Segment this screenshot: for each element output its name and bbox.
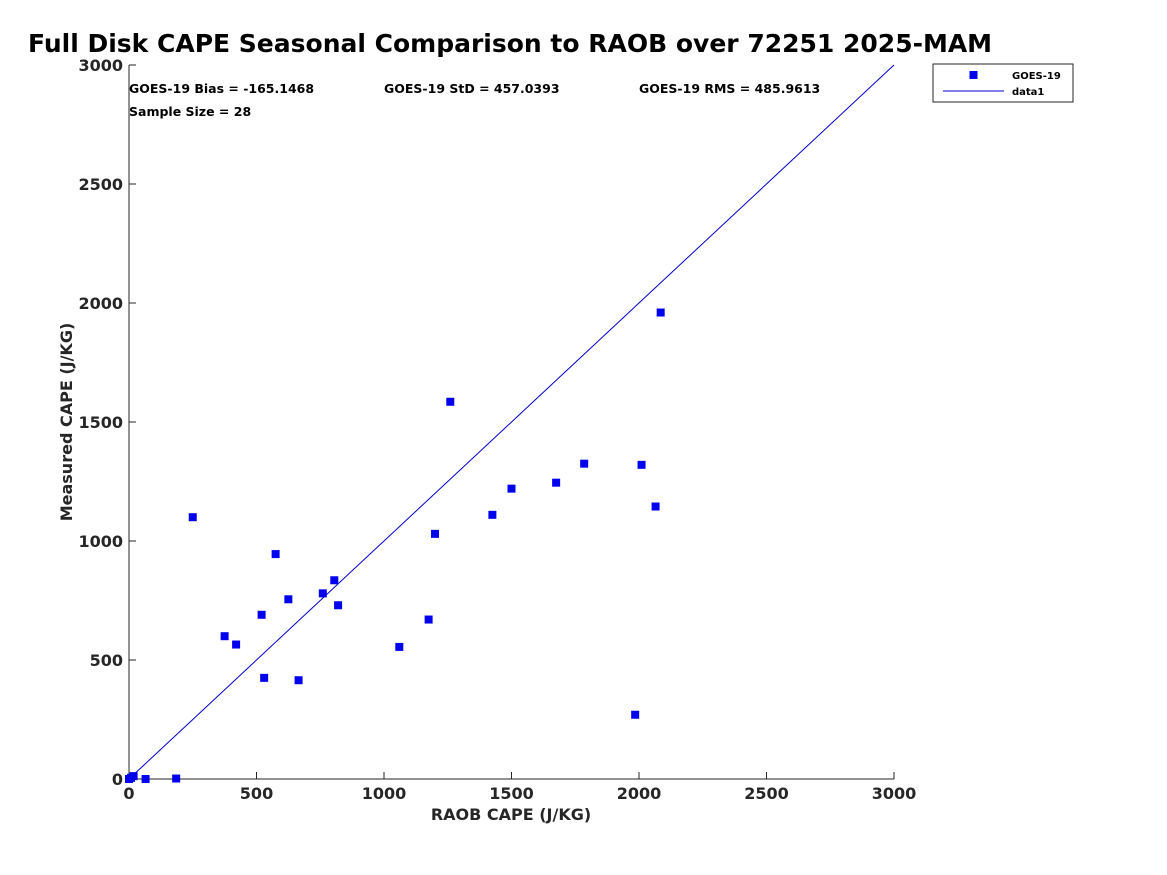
data-point: [631, 710, 640, 719]
data-point: [651, 502, 660, 511]
y-tick-label: 0: [112, 770, 123, 789]
data-point: [129, 772, 138, 781]
series-line: [128, 64, 895, 780]
series-line-data1: [128, 64, 895, 780]
y-tick-label: 2500: [78, 175, 123, 194]
data-point: [294, 676, 303, 685]
data-point: [637, 460, 646, 469]
x-tick-label: 2500: [744, 784, 789, 803]
chart-title: Full Disk CAPE Seasonal Comparison to RA…: [28, 29, 992, 58]
data-point: [395, 642, 404, 651]
x-tick-label: 3000: [872, 784, 917, 803]
legend-marker-goes19: [969, 71, 978, 79]
data-point: [334, 601, 343, 610]
data-point: [257, 610, 266, 619]
data-point: [172, 774, 181, 783]
data-point: [431, 529, 439, 538]
x-tick-label: 500: [240, 784, 273, 803]
data-point: [446, 397, 455, 406]
data-point: [318, 589, 327, 598]
data-point: [580, 459, 589, 468]
data-point: [507, 484, 516, 493]
y-ticks: 0 500 1000 1500 2000 2500 3000: [78, 56, 136, 789]
data-point: [424, 615, 433, 624]
legend-box: [932, 63, 1074, 103]
data-point: [488, 510, 497, 519]
stat-bias: GOES-19 Bias = -165.1468: [129, 81, 314, 96]
data-point: [220, 632, 229, 641]
x-tick-label: 2000: [617, 784, 662, 803]
data-point: [552, 478, 561, 487]
y-tick-label: 500: [90, 651, 123, 670]
x-tick-label: 1000: [362, 784, 407, 803]
data-point: [260, 673, 269, 682]
data-point: [141, 775, 150, 783]
stat-std: GOES-19 StD = 457.0393: [384, 81, 560, 96]
data-point: [330, 576, 339, 585]
x-tick-label: 1500: [489, 784, 534, 803]
legend-label-data1: data1: [1012, 87, 1044, 98]
stat-rms: GOES-19 RMS = 485.9613: [639, 81, 820, 96]
stats-annotations: GOES-19 Bias = -165.1468 GOES-19 StD = 4…: [129, 81, 820, 119]
x-tick-label: 0: [123, 784, 134, 803]
legend-label-goes19: GOES-19: [1012, 71, 1061, 82]
y-axis-label: Measured CAPE (J/KG): [57, 323, 76, 522]
x-axis-label: RAOB CAPE (J/KG): [431, 805, 591, 824]
y-tick-label: 3000: [78, 56, 123, 75]
y-tick-label: 2000: [78, 294, 123, 313]
legend: GOES-19 data1: [932, 63, 1074, 103]
series-points: [125, 308, 665, 783]
stat-sample-size: Sample Size = 28: [129, 104, 251, 119]
y-tick-label: 1000: [78, 532, 123, 551]
data-point: [656, 308, 665, 317]
plot-area: 0 500 1000 1500 2000 2500 3000 0 500 1000 1500 200…: [78, 56, 916, 803]
data-point: [284, 595, 293, 604]
x-ticks: 0 500 1000 1500 2000 2500 3000: [123, 772, 916, 803]
y-tick-label: 1500: [78, 413, 123, 432]
data-point: [271, 550, 280, 559]
data-point: [188, 513, 197, 522]
data-point: [232, 640, 241, 649]
